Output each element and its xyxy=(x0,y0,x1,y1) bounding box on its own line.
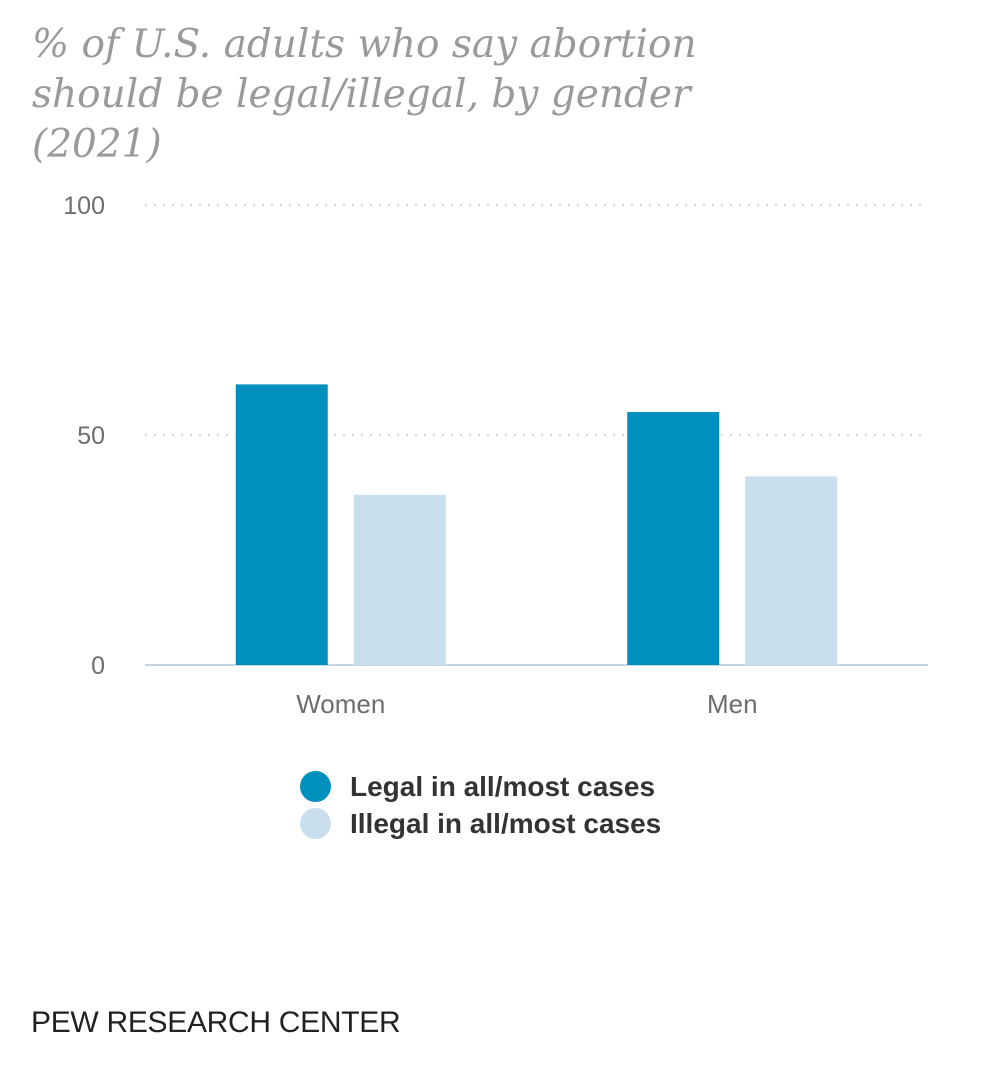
y-tick-label-100: 100 xyxy=(63,192,105,220)
legend: Legal in all/most cases Illegal in all/m… xyxy=(300,768,661,842)
chart-title: % of U.S. adults who say abortion should… xyxy=(32,22,697,167)
legend-swatch-legal xyxy=(300,771,331,802)
x-category-label-men: Men xyxy=(707,689,758,719)
source-label: PEW RESEARCH CENTER xyxy=(31,1006,401,1039)
legend-item-illegal: Illegal in all/most cases xyxy=(300,805,661,842)
bar-men-legal xyxy=(627,412,720,665)
legend-item-legal: Legal in all/most cases xyxy=(300,768,661,805)
y-tick-label-0: 0 xyxy=(91,652,105,680)
x-category-label-women: Women xyxy=(296,689,385,719)
bar-chart: 0 50 100 Women Men xyxy=(63,192,928,719)
y-tick-label-50: 50 xyxy=(77,422,105,450)
bar-women-legal xyxy=(235,384,328,665)
bar-women-illegal xyxy=(353,494,446,665)
legend-label-legal: Legal in all/most cases xyxy=(350,770,656,802)
legend-swatch-illegal xyxy=(300,808,331,839)
bar-men-illegal xyxy=(745,476,838,665)
legend-label-illegal: Illegal in all/most cases xyxy=(350,807,662,839)
